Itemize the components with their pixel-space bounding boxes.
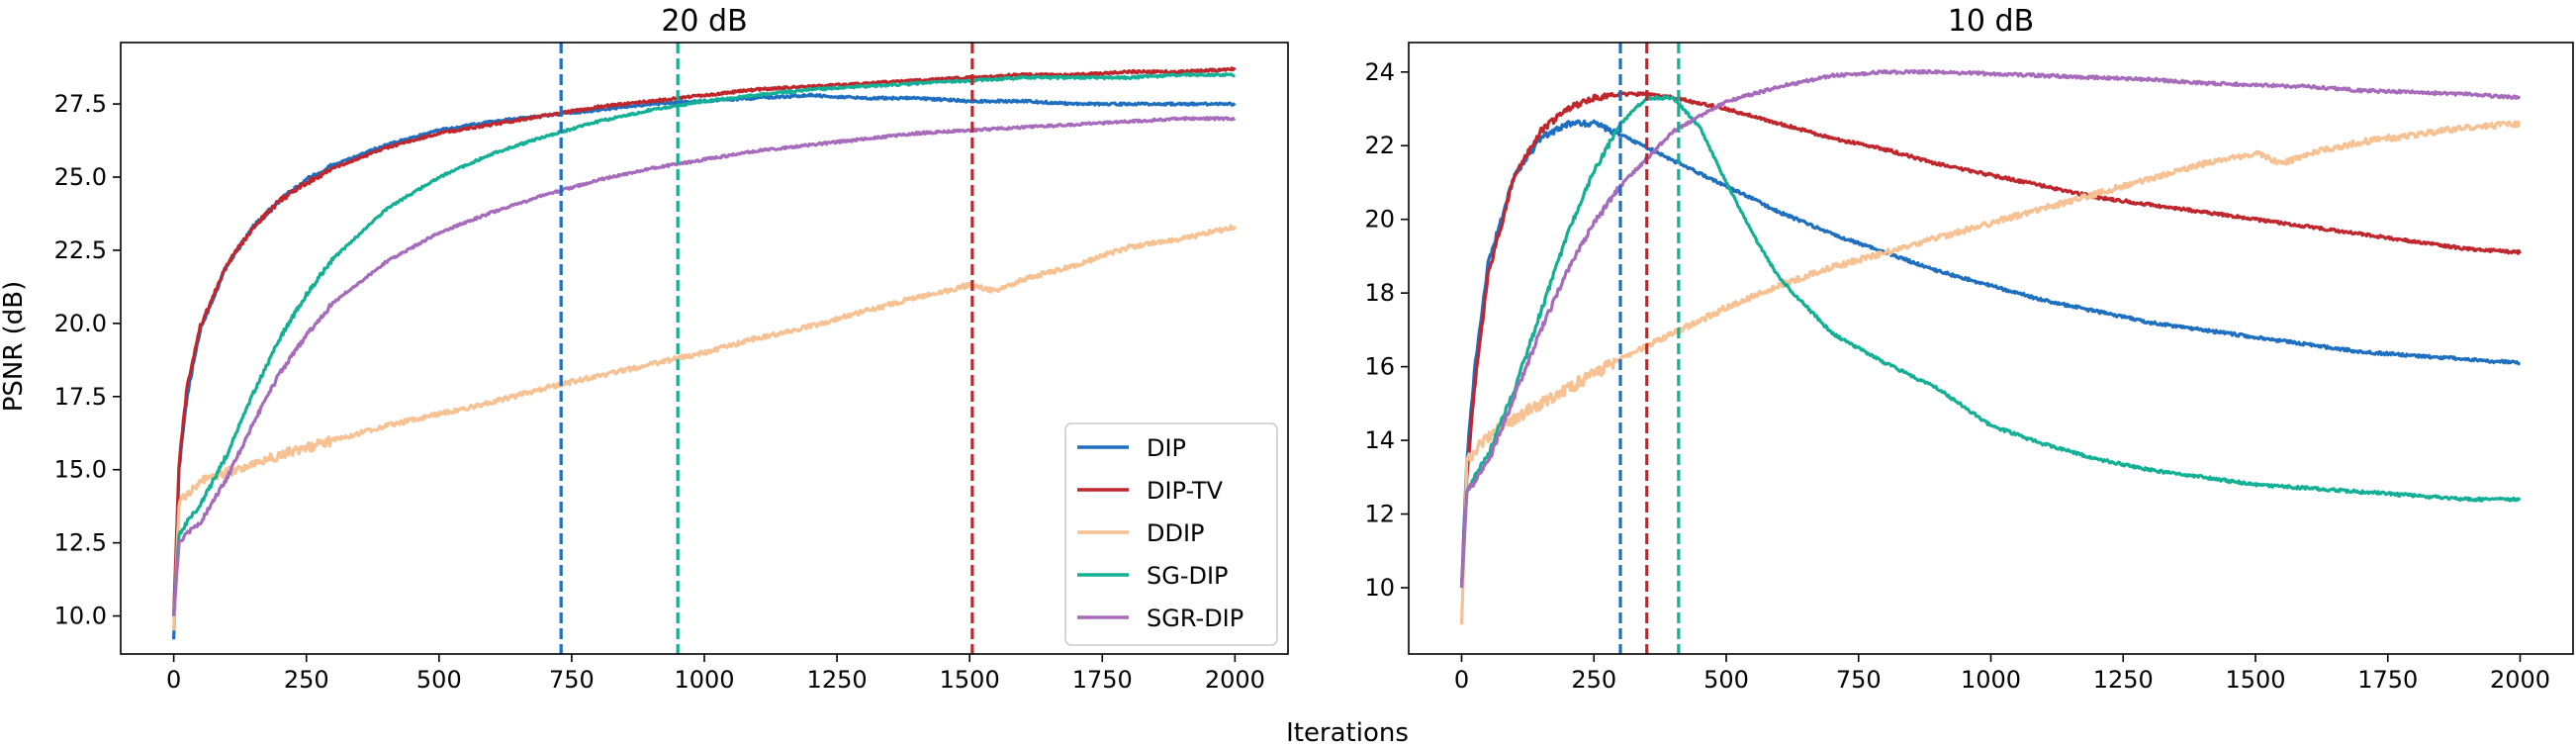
legend-label: SGR-DIP	[1147, 605, 1243, 632]
y-tick-label: 10.0	[54, 603, 107, 630]
panel-title: 10 dB	[1948, 4, 2034, 39]
y-tick-label: 20	[1364, 206, 1395, 234]
legend-label: SG-DIP	[1147, 562, 1229, 590]
legend-box	[1064, 422, 1278, 646]
y-tick-label: 22	[1364, 132, 1395, 159]
y-tick-label: 14	[1364, 426, 1395, 454]
x-tick-label: 1000	[1961, 666, 2021, 694]
series-line-dip-tv	[172, 66, 1237, 616]
x-tick-label: 1250	[807, 666, 868, 694]
x-tick-label: 1500	[2225, 666, 2285, 694]
y-tick-label: 17.5	[54, 383, 107, 411]
panel-10db: 10 dB 0 250 500 750 1000 1250 1500 1750 2000 10 12 1…	[1364, 4, 2574, 694]
x-tick-label: 250	[1571, 666, 1616, 694]
series-line-dip-tv	[1459, 91, 2522, 589]
series-line-sg-dip	[172, 71, 1236, 616]
x-tick-label: 750	[549, 666, 595, 694]
figure-xlabel: Iterations	[1286, 718, 1409, 748]
y-tick-label: 20.0	[54, 310, 107, 337]
series-line-dip	[1459, 119, 2521, 589]
panel-title: 20 dB	[661, 4, 747, 39]
plot-area	[1459, 43, 2522, 654]
x-tick-label: 2000	[1205, 666, 1265, 694]
series-line-sgr-dip	[172, 116, 1237, 616]
y-tick-label: 22.5	[54, 236, 107, 264]
y-tick-label: 24	[1364, 58, 1395, 86]
series-line-ddip	[1459, 120, 2522, 625]
legend-label: DDIP	[1147, 519, 1205, 547]
x-tick-label: 1500	[940, 666, 1000, 694]
x-tick-label: 0	[1454, 666, 1469, 694]
x-tick-label: 0	[166, 666, 181, 694]
y-tick-label: 10	[1364, 574, 1395, 602]
x-tick-label: 250	[284, 666, 329, 694]
plot-area	[172, 43, 1237, 654]
x-tick-label: 750	[1836, 666, 1882, 694]
x-tick-label: 500	[416, 666, 462, 694]
series-line-sgr-dip	[1459, 68, 2522, 589]
x-tick-label: 1750	[2357, 666, 2418, 694]
panel-20db: 20 dB 0 250 500 750 1000 1250 1500 1750 2000 10.0 1…	[54, 4, 1289, 694]
y-tick-label: 16	[1364, 353, 1395, 381]
x-tick-label: 1250	[2093, 666, 2154, 694]
legend-label: DIP	[1147, 434, 1186, 462]
axes-frame	[120, 42, 1289, 655]
legend-label: DIP-TV	[1147, 477, 1224, 505]
figure-ylabel: PSNR (dB)	[0, 281, 29, 413]
legend: DIP DIP-TV DDIP SG-DIP SGR-DIP	[1064, 422, 1278, 646]
y-tick-label: 25.0	[54, 163, 107, 191]
series-line-ddip	[172, 224, 1237, 631]
y-tick-label: 12	[1364, 501, 1395, 528]
axes-frame	[1408, 42, 2574, 655]
y-tick-label: 15.0	[54, 456, 107, 484]
x-tick-label: 1000	[674, 666, 734, 694]
x-tick-label: 2000	[2490, 666, 2550, 694]
y-tick-label: 18	[1364, 279, 1395, 307]
y-tick-label: 27.5	[54, 90, 107, 118]
series-line-sg-dip	[1459, 94, 2522, 589]
x-tick-label: 1750	[1072, 666, 1133, 694]
y-tick-label: 12.5	[54, 529, 107, 557]
x-tick-label: 500	[1703, 666, 1749, 694]
